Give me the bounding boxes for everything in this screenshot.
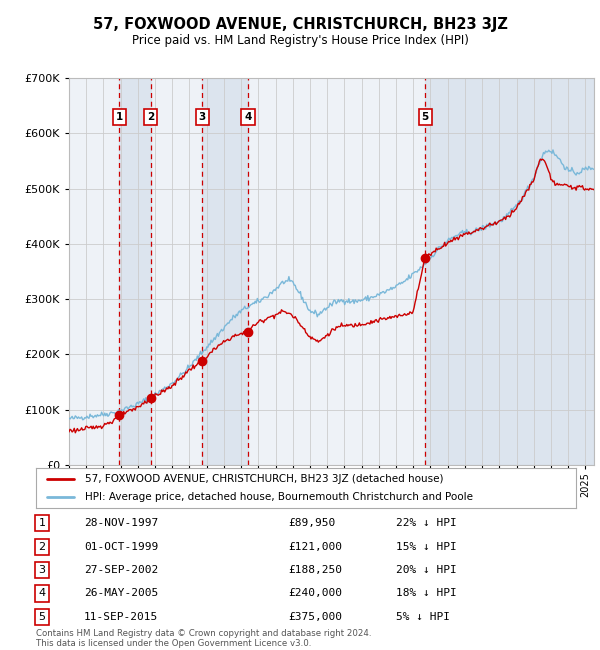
Text: 4: 4 bbox=[38, 588, 46, 599]
Text: 28-NOV-1997: 28-NOV-1997 bbox=[84, 518, 158, 528]
Text: 18% ↓ HPI: 18% ↓ HPI bbox=[396, 588, 457, 599]
Text: 1: 1 bbox=[115, 112, 123, 122]
Text: 5: 5 bbox=[38, 612, 46, 622]
Text: Contains HM Land Registry data © Crown copyright and database right 2024.
This d: Contains HM Land Registry data © Crown c… bbox=[36, 629, 371, 648]
Text: 22% ↓ HPI: 22% ↓ HPI bbox=[396, 518, 457, 528]
Text: 3: 3 bbox=[38, 565, 46, 575]
Bar bbox=[425, 78, 594, 465]
Text: 5: 5 bbox=[422, 112, 429, 122]
Bar bbox=[119, 78, 151, 465]
Text: 11-SEP-2015: 11-SEP-2015 bbox=[84, 612, 158, 622]
Text: 01-OCT-1999: 01-OCT-1999 bbox=[84, 541, 158, 552]
Text: £188,250: £188,250 bbox=[288, 565, 342, 575]
Text: 20% ↓ HPI: 20% ↓ HPI bbox=[396, 565, 457, 575]
Text: £375,000: £375,000 bbox=[288, 612, 342, 622]
Text: 26-MAY-2005: 26-MAY-2005 bbox=[84, 588, 158, 599]
Text: £89,950: £89,950 bbox=[288, 518, 335, 528]
Text: 2: 2 bbox=[147, 112, 154, 122]
Text: Price paid vs. HM Land Registry's House Price Index (HPI): Price paid vs. HM Land Registry's House … bbox=[131, 34, 469, 47]
Text: 3: 3 bbox=[199, 112, 206, 122]
Text: HPI: Average price, detached house, Bournemouth Christchurch and Poole: HPI: Average price, detached house, Bour… bbox=[85, 493, 473, 502]
Bar bbox=[202, 78, 248, 465]
Text: 2: 2 bbox=[38, 541, 46, 552]
Text: £121,000: £121,000 bbox=[288, 541, 342, 552]
Text: 27-SEP-2002: 27-SEP-2002 bbox=[84, 565, 158, 575]
Text: 57, FOXWOOD AVENUE, CHRISTCHURCH, BH23 3JZ: 57, FOXWOOD AVENUE, CHRISTCHURCH, BH23 3… bbox=[92, 17, 508, 32]
Text: 1: 1 bbox=[38, 518, 46, 528]
Text: 5% ↓ HPI: 5% ↓ HPI bbox=[396, 612, 450, 622]
Text: 4: 4 bbox=[244, 112, 252, 122]
Text: 15% ↓ HPI: 15% ↓ HPI bbox=[396, 541, 457, 552]
Text: 57, FOXWOOD AVENUE, CHRISTCHURCH, BH23 3JZ (detached house): 57, FOXWOOD AVENUE, CHRISTCHURCH, BH23 3… bbox=[85, 474, 443, 484]
Text: £240,000: £240,000 bbox=[288, 588, 342, 599]
